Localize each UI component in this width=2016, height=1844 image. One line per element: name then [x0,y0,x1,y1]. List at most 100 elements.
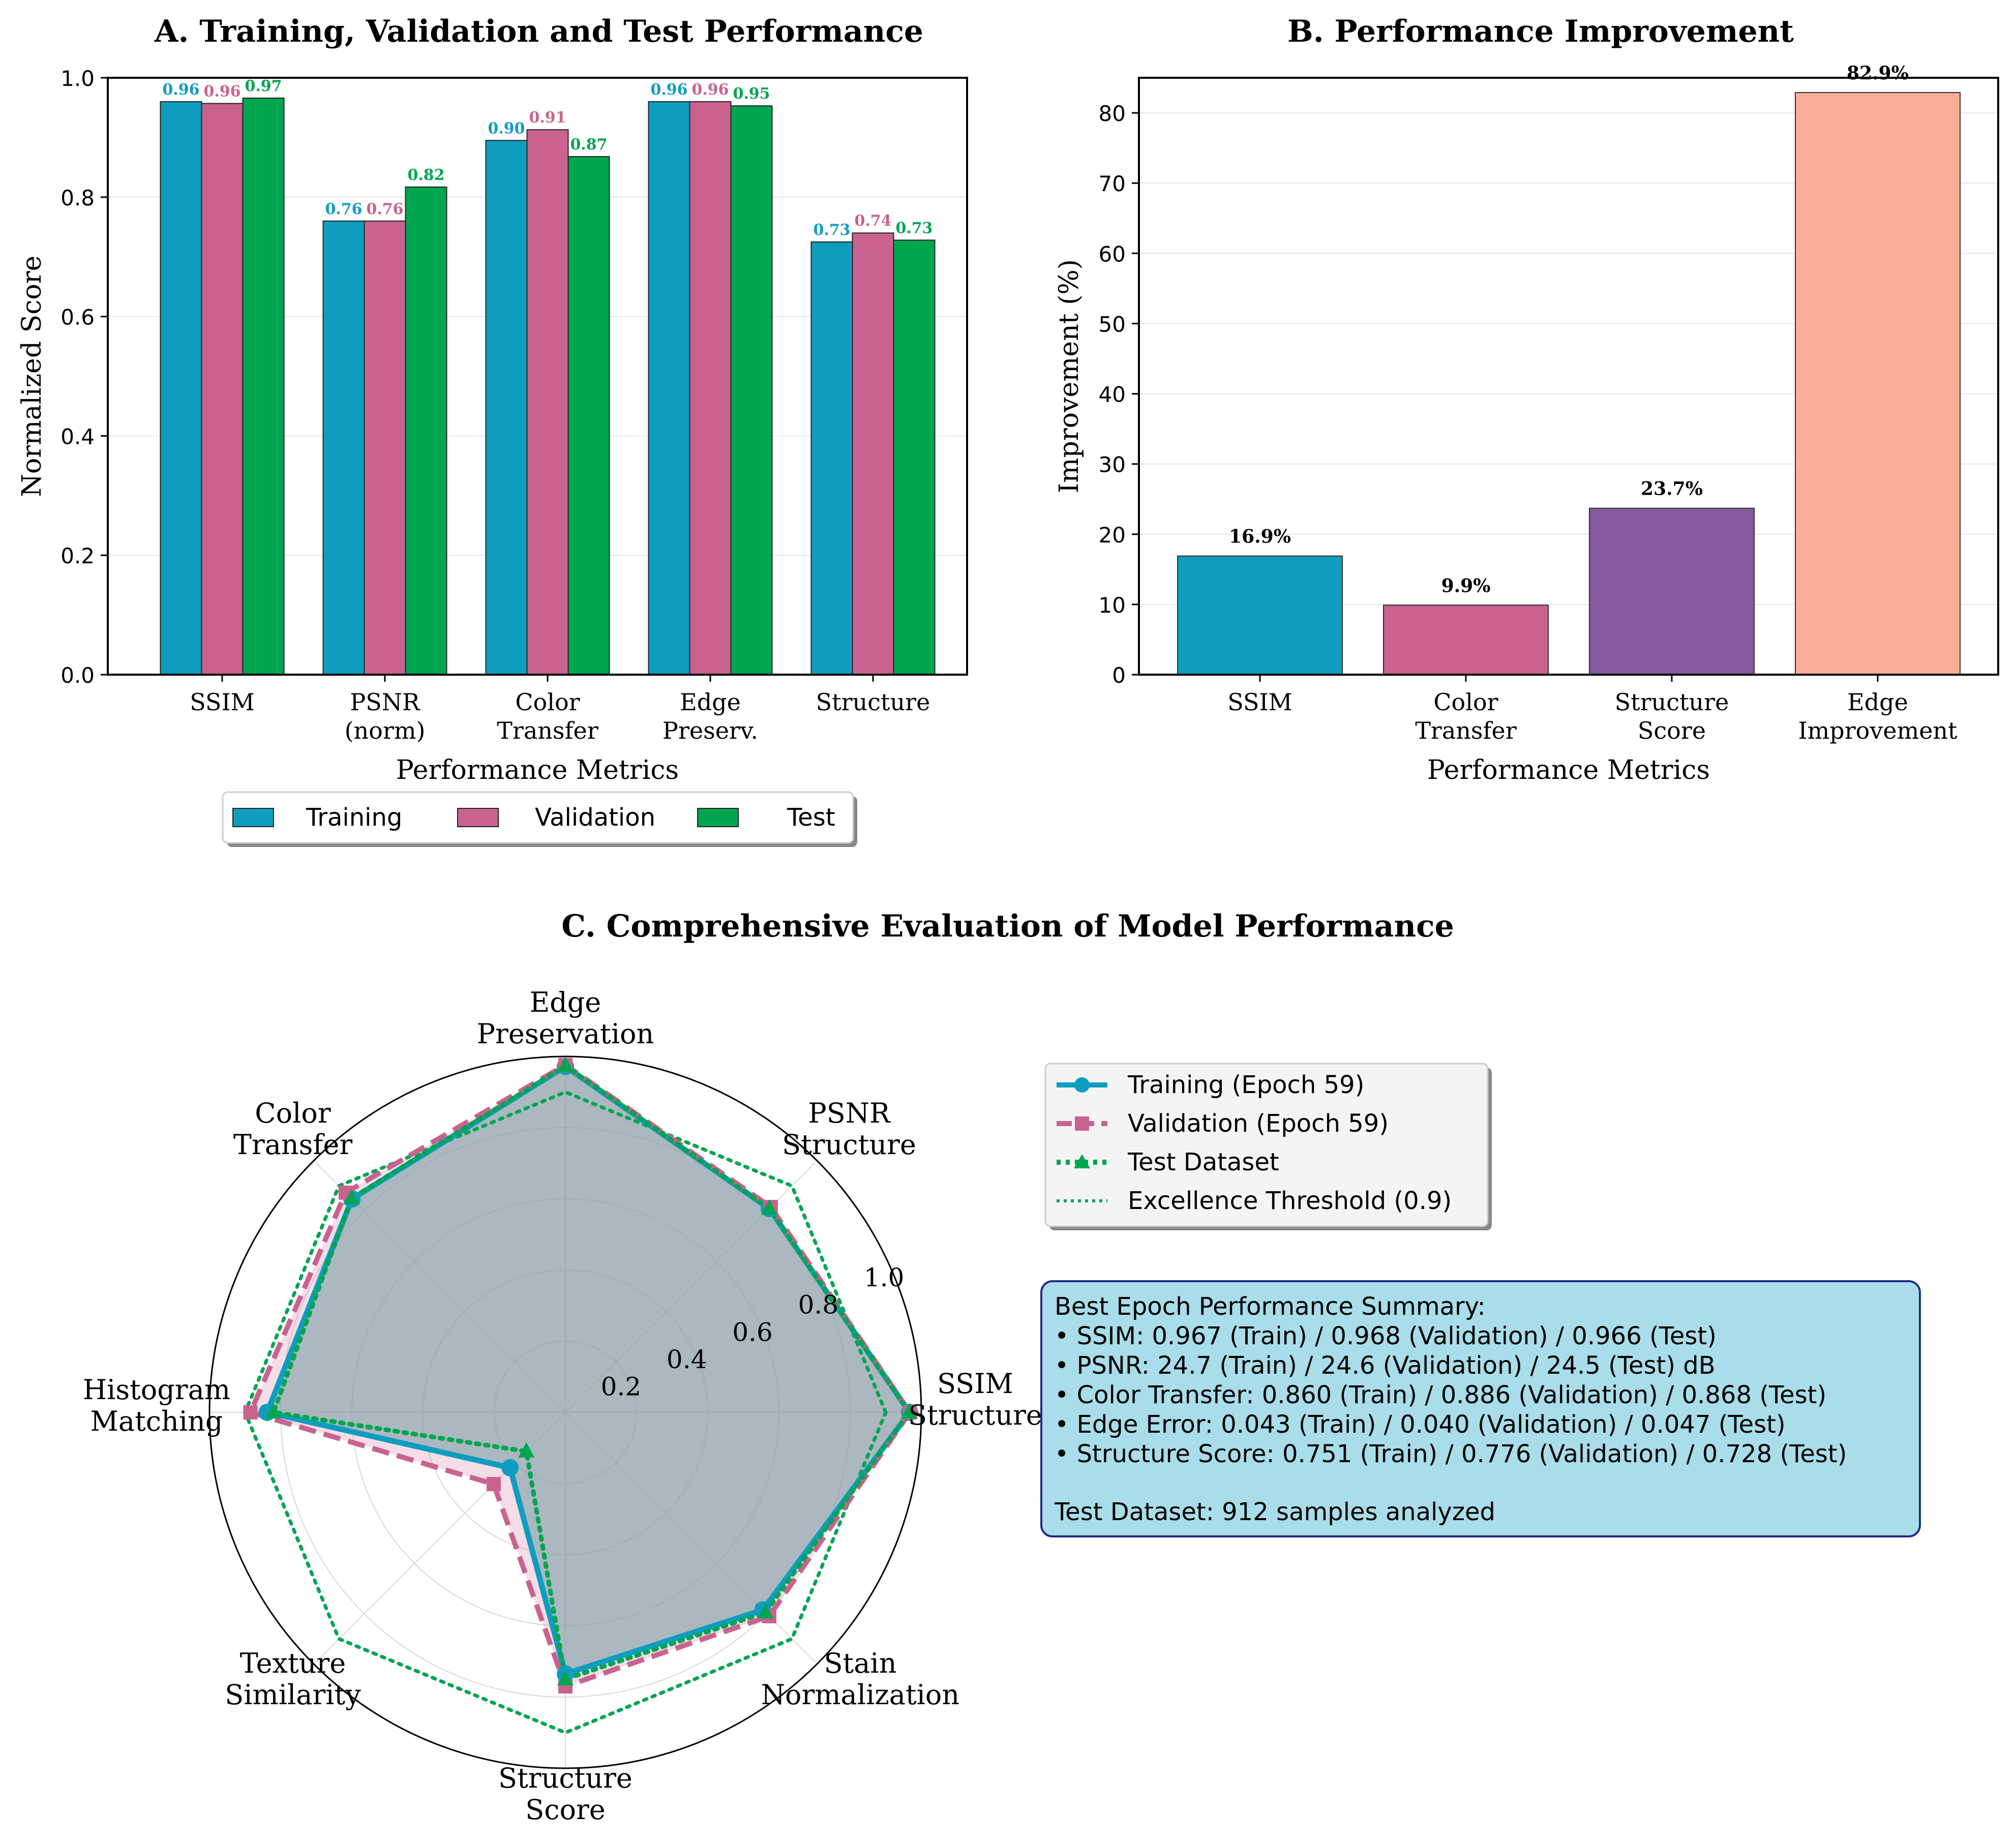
panel-c-legend: Training (Epoch 59) Validation (Epoch 59… [1044,1063,1492,1230]
radar-axis-label: Histogram [83,1374,230,1406]
bar-validation [201,103,244,675]
y-tick-label: 0.0 [61,663,95,688]
summary-line: Test Dataset: 912 samples analyzed [1054,1498,1495,1526]
radar-axis-label: Texture [240,1647,346,1679]
panel-b-plot-frame [1138,77,1999,676]
test-point [557,1056,574,1072]
bar-validation [852,232,894,675]
panel-a-y-ticks: 0.0 0.2 0.4 0.6 0.8 1.0 [61,66,108,688]
bar-training [160,101,202,676]
bar-value-label: 0.76 [325,200,362,218]
bar-test [405,186,447,676]
panel-c-axis-labels: SSIMStructurePSNRStructureEdgePreservati… [83,986,1042,1826]
training-fill [267,1066,910,1674]
summary-line: • Edge Error: 0.043 (Train) / 0.040 (Val… [1055,1410,1786,1439]
radar-axis-label: Edge [530,986,601,1018]
bar-validation [689,101,732,676]
radar-axis-label: Normalization [761,1679,959,1711]
legend-label-training: Training [306,803,402,832]
improvement-value-label: 9.9% [1441,575,1491,596]
panel-a-bars [160,97,936,676]
radial-tick-label: 0.4 [667,1345,707,1374]
y-tick-label: 0.4 [61,424,95,449]
panel-c-title: C. Comprehensive Evaluation of Model Per… [561,909,1454,944]
y-tick-label: 10 [1099,593,1126,618]
panel-a-legend-box [222,791,854,844]
improvement-value-label: 16.9% [1229,526,1291,548]
legend-marker-training [1074,1077,1090,1093]
radar-axis-label: PSNR [808,1097,891,1129]
radial-tick-label: 1.0 [864,1263,905,1292]
y-tick-label: 0.8 [61,186,95,210]
x-tick-label: Color [1433,688,1498,716]
panel-b-bar-chart: B. Performance Improvement 16.9% 9.9% 23.7… [1054,14,1999,785]
radar-outer-ring [208,1055,922,1769]
training-point [501,1459,519,1476]
validation-point [243,1405,258,1419]
bar-value-label: 0.76 [366,200,403,218]
x-tick-label: PSNR [350,688,420,716]
summary-box-background [1040,1280,1921,1537]
legend-marker-test [1074,1154,1090,1168]
improvement-bar [1795,92,1961,675]
improvement-bar [1589,507,1755,676]
panel-a-legend: Training Validation Test [222,791,857,847]
radial-tick-label: 0.2 [601,1372,642,1401]
bar-value-label: 0.96 [203,82,240,100]
legend-swatch-validation [457,808,499,827]
radar-axis-label: Color [255,1097,331,1129]
panel-c-legend-box [1044,1063,1489,1227]
x-tick-label: Improvement [1798,717,1958,744]
radar-axis-label: Similarity [225,1679,361,1711]
panel-b-bars [1177,92,1961,676]
panel-a-plot-frame [107,77,968,676]
panel-c-radial-ticks: 0.2 0.4 0.6 0.8 1.0 [601,1263,905,1401]
x-tick-label: Preserv. [663,717,758,744]
validation-point [486,1477,501,1492]
panel-b-bar-labels: 16.9% 9.9% 23.7% 82.9% [1229,63,1909,596]
y-tick-label: 0.6 [61,305,95,330]
x-tick-label: Transfer [497,717,598,744]
panel-b-title: B. Performance Improvement [1287,14,1794,49]
bar-value-label: 0.95 [733,85,770,103]
bar-training [810,241,853,676]
y-tick-label: 70 [1099,171,1126,196]
panel-a-x-axis-label: Performance Metrics [396,755,679,785]
bar-value-label: 0.82 [407,166,444,184]
panel-a-bar-labels: 0.96 0.76 0.90 0.96 0.73 0.96 0.76 0.91 0.96 0.74… [162,77,932,239]
y-tick-label: 80 [1099,101,1126,126]
bar-test [893,239,936,675]
legend-marker-validation [1075,1116,1089,1131]
x-tick-label: Structure [1615,688,1729,716]
x-tick-label: Edge [1847,688,1908,716]
x-tick-label: Edge [680,688,741,716]
test-point [518,1442,535,1458]
legend-label-threshold: Excellence Threshold (0.9) [1128,1187,1452,1215]
x-tick-label: (norm) [345,717,426,744]
bar-value-label: 0.90 [488,119,525,137]
test-point [901,1403,918,1418]
y-tick-label: 40 [1099,382,1126,407]
summary-line: • Color Transfer: 0.860 (Train) / 0.886 … [1055,1381,1826,1409]
bar-value-label: 0.73 [813,221,850,239]
radar-axis-label: Structure [782,1129,916,1161]
y-tick-label: 60 [1099,241,1126,266]
radar-axis-label: Preservation [477,1018,654,1050]
bar-value-label: 0.74 [854,212,891,230]
improvement-bar [1177,555,1343,675]
legend-label-validation: Validation [535,803,655,832]
radar-axis-label: Structure [908,1399,1042,1431]
improvement-bar [1383,604,1549,676]
bar-test [567,156,610,675]
summary-box: Best Epoch Performance Summary: • SSIM: … [1040,1280,1921,1537]
x-tick-label: SSIM [190,688,255,716]
y-tick-label: 20 [1099,523,1126,548]
y-tick-label: 1.0 [61,66,95,91]
panel-c-radar-chart: C. Comprehensive Evaluation of Model Per… [83,909,1921,1826]
y-tick-label: 30 [1099,452,1126,477]
bar-test [730,105,773,676]
bar-value-label: 0.87 [570,136,607,154]
